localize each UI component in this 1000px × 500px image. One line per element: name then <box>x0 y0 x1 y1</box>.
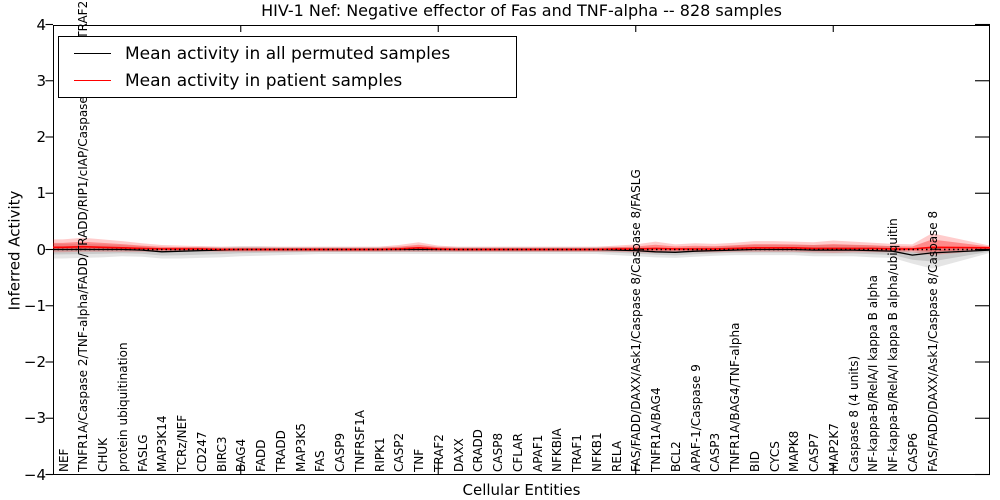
legend-label-permuted: Mean activity in all permuted samples <box>125 43 451 64</box>
y-tick-label: −1 <box>23 296 46 315</box>
figure-title: HIV-1 Nef: Negative effector of Fas and … <box>261 1 782 20</box>
y-tick-label: 2 <box>36 128 46 146</box>
y-tick-label: 4 <box>36 15 46 34</box>
patient-mean-line <box>53 245 991 251</box>
y-tick-label: −3 <box>23 409 46 428</box>
y-tick-label: −4 <box>23 465 46 484</box>
black-line-sample-icon <box>74 53 111 54</box>
x-axis-label: Cellular Entities <box>462 481 581 499</box>
red-line-sample-icon <box>74 80 111 81</box>
y-tick-label: −2 <box>23 353 46 371</box>
y-tick-label: 1 <box>36 184 46 203</box>
legend-entry-permuted: Mean activity in all permuted samples <box>59 42 516 66</box>
y-tick-label: 0 <box>36 240 46 259</box>
legend: Mean activity in all permuted samples Me… <box>58 36 517 98</box>
y-axis-label: Inferred Activity <box>5 190 24 311</box>
y-tick-label: 3 <box>36 71 46 90</box>
legend-label-patient: Mean activity in patient samples <box>125 70 403 91</box>
legend-entry-patient: Mean activity in patient samples <box>59 69 516 93</box>
